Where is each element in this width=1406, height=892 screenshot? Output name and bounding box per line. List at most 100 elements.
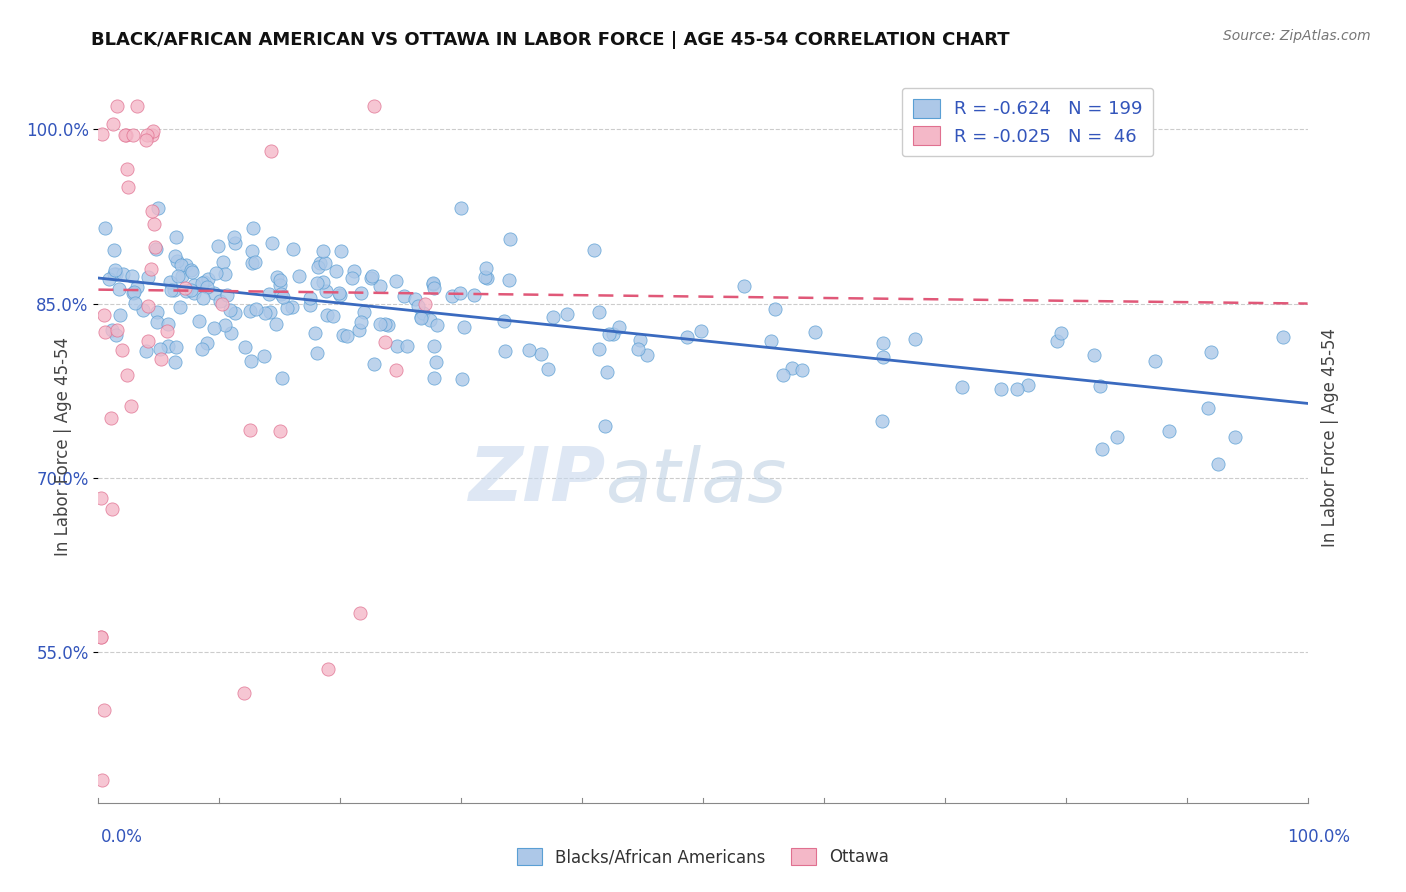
Point	[336, 329, 359, 343]
Point	[368, 317, 391, 331]
Point	[304, 326, 326, 341]
Point	[260, 145, 283, 159]
Point	[271, 290, 294, 304]
Point	[350, 314, 373, 328]
Point	[872, 414, 894, 428]
Point	[103, 267, 125, 281]
Point	[307, 260, 329, 275]
Point	[1017, 377, 1039, 392]
Point	[305, 276, 328, 290]
Point	[330, 244, 353, 258]
Point	[195, 280, 218, 294]
Point	[494, 343, 516, 358]
Point	[419, 312, 441, 326]
Point	[180, 262, 202, 277]
Point	[374, 317, 396, 331]
Point	[124, 296, 146, 310]
Point	[387, 339, 409, 353]
Point	[316, 309, 339, 323]
Point	[733, 279, 755, 293]
Text: ZIP: ZIP	[470, 444, 606, 517]
Point	[108, 308, 131, 322]
Point	[114, 128, 136, 143]
Point	[224, 235, 246, 250]
Point	[165, 230, 187, 244]
Point	[253, 350, 276, 364]
Point	[180, 265, 202, 279]
Point	[270, 287, 292, 301]
Point	[269, 277, 291, 292]
Point	[368, 278, 391, 293]
Point	[411, 310, 433, 324]
Point	[193, 276, 215, 290]
Point	[169, 300, 191, 314]
Point	[94, 325, 117, 339]
Point	[1083, 348, 1105, 362]
Point	[173, 281, 195, 295]
Point	[298, 298, 321, 312]
Point	[174, 284, 197, 298]
Point	[598, 327, 620, 342]
Point	[374, 334, 396, 349]
Point	[122, 285, 145, 300]
Point	[498, 273, 520, 287]
Point	[148, 201, 170, 215]
Point	[136, 128, 159, 143]
Point	[239, 423, 262, 437]
Point	[149, 352, 172, 367]
Point	[131, 303, 153, 318]
Point	[377, 318, 399, 333]
Text: BLACK/AFRICAN AMERICAN VS OTTAWA IN LABOR FORCE | AGE 45-54 CORRELATION CHART: BLACK/AFRICAN AMERICAN VS OTTAWA IN LABO…	[91, 31, 1010, 49]
Point	[135, 133, 157, 147]
Point	[90, 630, 112, 644]
Point	[690, 324, 713, 338]
Point	[165, 248, 187, 262]
Point	[353, 304, 375, 318]
Point	[174, 258, 197, 272]
Point	[343, 264, 366, 278]
Point	[214, 267, 236, 281]
Point	[1050, 326, 1073, 340]
Point	[149, 342, 172, 356]
Point	[329, 288, 352, 302]
Point	[202, 320, 225, 334]
Point	[349, 606, 371, 620]
Point	[233, 340, 256, 354]
Point	[211, 296, 233, 310]
Point	[224, 230, 246, 244]
Point	[124, 285, 146, 299]
Point	[1143, 354, 1166, 368]
Point	[305, 346, 328, 360]
Point	[240, 244, 263, 258]
Point	[143, 217, 166, 231]
Point	[243, 255, 266, 269]
Point	[340, 271, 363, 285]
Point	[156, 339, 179, 353]
Point	[240, 256, 263, 270]
Point	[349, 286, 371, 301]
Point	[790, 362, 813, 376]
Point	[197, 272, 219, 286]
Point	[193, 291, 215, 305]
Point	[239, 354, 262, 368]
Point	[219, 326, 242, 340]
Point	[349, 323, 371, 337]
Point	[259, 287, 281, 301]
Point	[422, 276, 444, 290]
Point	[475, 260, 498, 275]
Point	[170, 259, 193, 273]
Text: 0.0%: 0.0%	[101, 828, 143, 846]
Y-axis label: In Labor Force | Age 45-54: In Labor Force | Age 45-54	[1322, 327, 1340, 547]
Point	[332, 328, 354, 343]
Point	[1197, 401, 1219, 416]
Point	[872, 350, 894, 364]
Point	[763, 301, 786, 316]
Point	[215, 288, 238, 302]
Point	[195, 335, 218, 350]
Point	[214, 318, 236, 333]
Point	[593, 419, 616, 434]
Point	[322, 309, 344, 323]
Point	[138, 270, 160, 285]
Point	[328, 285, 350, 300]
Legend: R = -0.624   N = 199, R = -0.025   N =  46: R = -0.624 N = 199, R = -0.025 N = 46	[901, 87, 1153, 156]
